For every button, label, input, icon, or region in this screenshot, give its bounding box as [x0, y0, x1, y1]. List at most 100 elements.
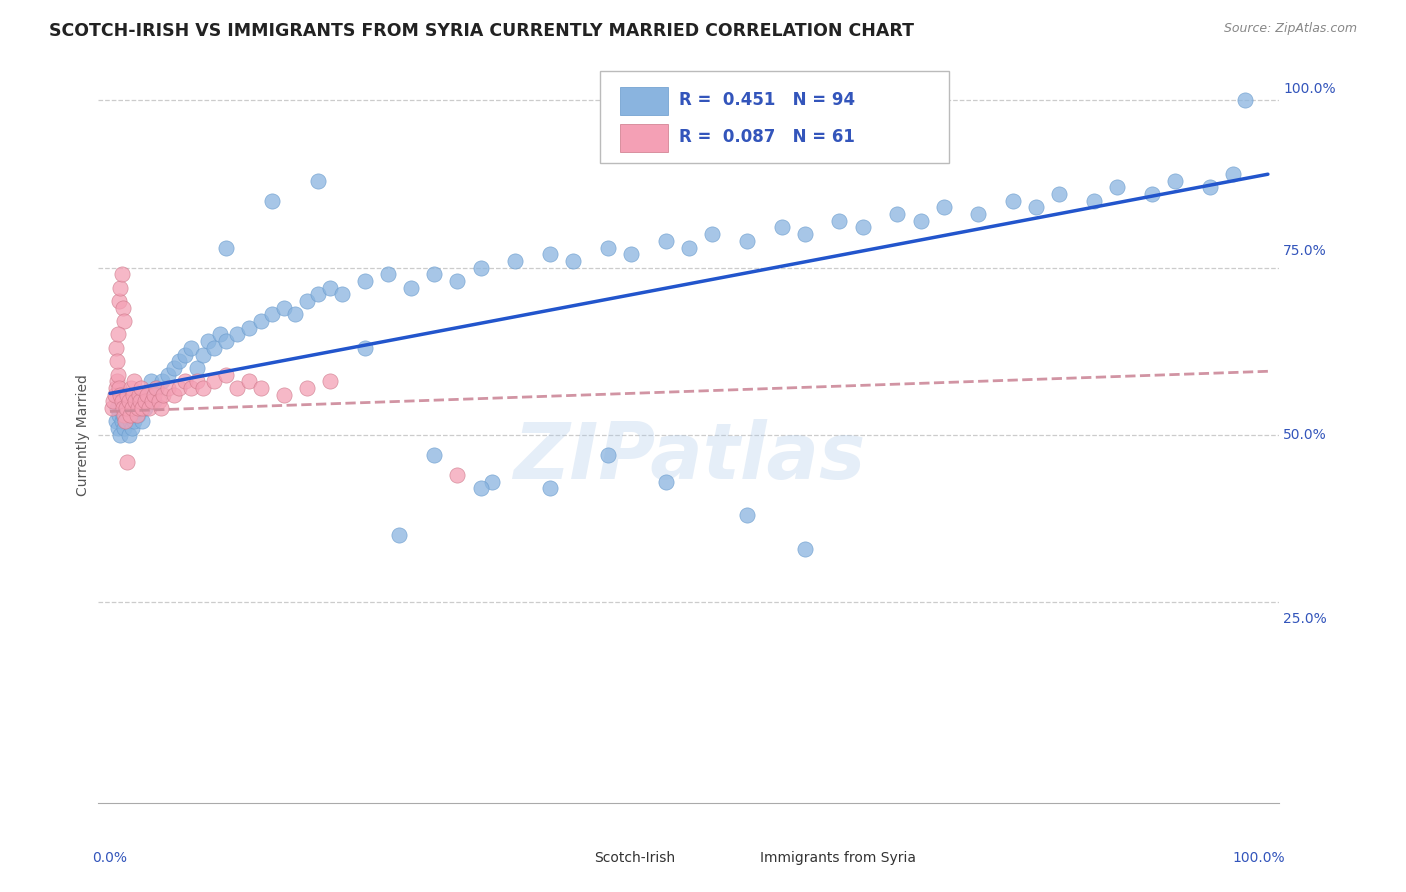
- Point: [238, 375, 260, 389]
- Point: [1025, 201, 1047, 215]
- Point: [186, 361, 208, 376]
- Point: [139, 375, 162, 389]
- Point: [1002, 194, 1025, 208]
- Point: [423, 268, 446, 282]
- Point: [1222, 167, 1244, 181]
- Point: [104, 387, 127, 401]
- Y-axis label: Currently Married: Currently Married: [76, 374, 90, 496]
- Text: ZIPatlas: ZIPatlas: [513, 419, 865, 495]
- Point: [191, 347, 214, 362]
- Point: [114, 401, 136, 415]
- Point: [388, 528, 411, 542]
- Point: [110, 268, 132, 282]
- Point: [129, 381, 152, 395]
- Point: [125, 408, 148, 422]
- Point: [131, 414, 153, 428]
- Point: [1049, 186, 1071, 201]
- Point: [111, 401, 134, 415]
- Point: [121, 401, 143, 415]
- Point: [128, 394, 150, 409]
- Point: [103, 394, 125, 409]
- Point: [104, 381, 127, 395]
- Point: [117, 394, 139, 409]
- Point: [118, 408, 141, 422]
- Point: [145, 381, 167, 395]
- Point: [120, 401, 142, 415]
- Point: [110, 387, 132, 401]
- Point: [122, 387, 145, 401]
- Point: [110, 394, 132, 409]
- FancyBboxPatch shape: [600, 70, 949, 162]
- Point: [295, 293, 318, 308]
- Point: [148, 394, 170, 409]
- Point: [117, 408, 139, 422]
- Point: [145, 381, 167, 395]
- Point: [108, 293, 131, 308]
- Point: [107, 327, 129, 342]
- Point: [134, 394, 156, 409]
- Point: [152, 387, 174, 401]
- Point: [138, 401, 160, 415]
- Point: [202, 341, 225, 355]
- Point: [319, 375, 342, 389]
- Point: [284, 307, 307, 321]
- Point: [114, 414, 136, 428]
- Point: [273, 301, 295, 315]
- Point: [423, 448, 446, 462]
- Point: [127, 408, 149, 422]
- Bar: [553, 847, 586, 869]
- Point: [735, 234, 758, 248]
- Text: R =  0.087   N = 61: R = 0.087 N = 61: [679, 128, 855, 145]
- Point: [226, 381, 249, 395]
- Point: [307, 287, 329, 301]
- Text: 50.0%: 50.0%: [1284, 428, 1327, 442]
- Point: [107, 421, 129, 435]
- Point: [273, 387, 295, 401]
- Point: [191, 381, 214, 395]
- Point: [793, 227, 815, 241]
- Point: [127, 401, 149, 415]
- Text: Scotch-Irish: Scotch-Irish: [595, 851, 675, 865]
- Point: [134, 401, 156, 415]
- Point: [481, 475, 503, 489]
- Point: [735, 508, 758, 523]
- Point: [1140, 186, 1163, 201]
- Text: 25.0%: 25.0%: [1284, 612, 1327, 626]
- Point: [111, 301, 134, 315]
- Point: [112, 314, 135, 328]
- Point: [115, 401, 138, 415]
- Point: [124, 414, 146, 428]
- Point: [143, 394, 166, 409]
- Point: [793, 541, 815, 556]
- Point: [110, 414, 132, 428]
- Point: [596, 240, 619, 255]
- Point: [104, 341, 127, 355]
- Point: [143, 387, 166, 401]
- Point: [108, 408, 131, 422]
- Point: [249, 381, 271, 395]
- Point: [163, 387, 186, 401]
- Point: [115, 414, 138, 428]
- Point: [156, 368, 179, 382]
- Point: [120, 381, 142, 395]
- Point: [104, 414, 127, 428]
- Point: [655, 475, 678, 489]
- Bar: [620, 87, 668, 115]
- Point: [202, 375, 225, 389]
- Text: 0.0%: 0.0%: [93, 851, 128, 864]
- Point: [886, 207, 908, 221]
- Point: [122, 408, 145, 422]
- Point: [319, 280, 342, 294]
- Point: [828, 213, 851, 227]
- Point: [111, 408, 134, 422]
- Point: [124, 401, 146, 415]
- Point: [377, 268, 399, 282]
- Point: [169, 354, 191, 368]
- Point: [852, 220, 875, 235]
- Point: [180, 341, 202, 355]
- Point: [562, 253, 585, 268]
- Point: [295, 381, 318, 395]
- Point: [174, 347, 197, 362]
- Point: [117, 427, 139, 442]
- Point: [136, 387, 159, 401]
